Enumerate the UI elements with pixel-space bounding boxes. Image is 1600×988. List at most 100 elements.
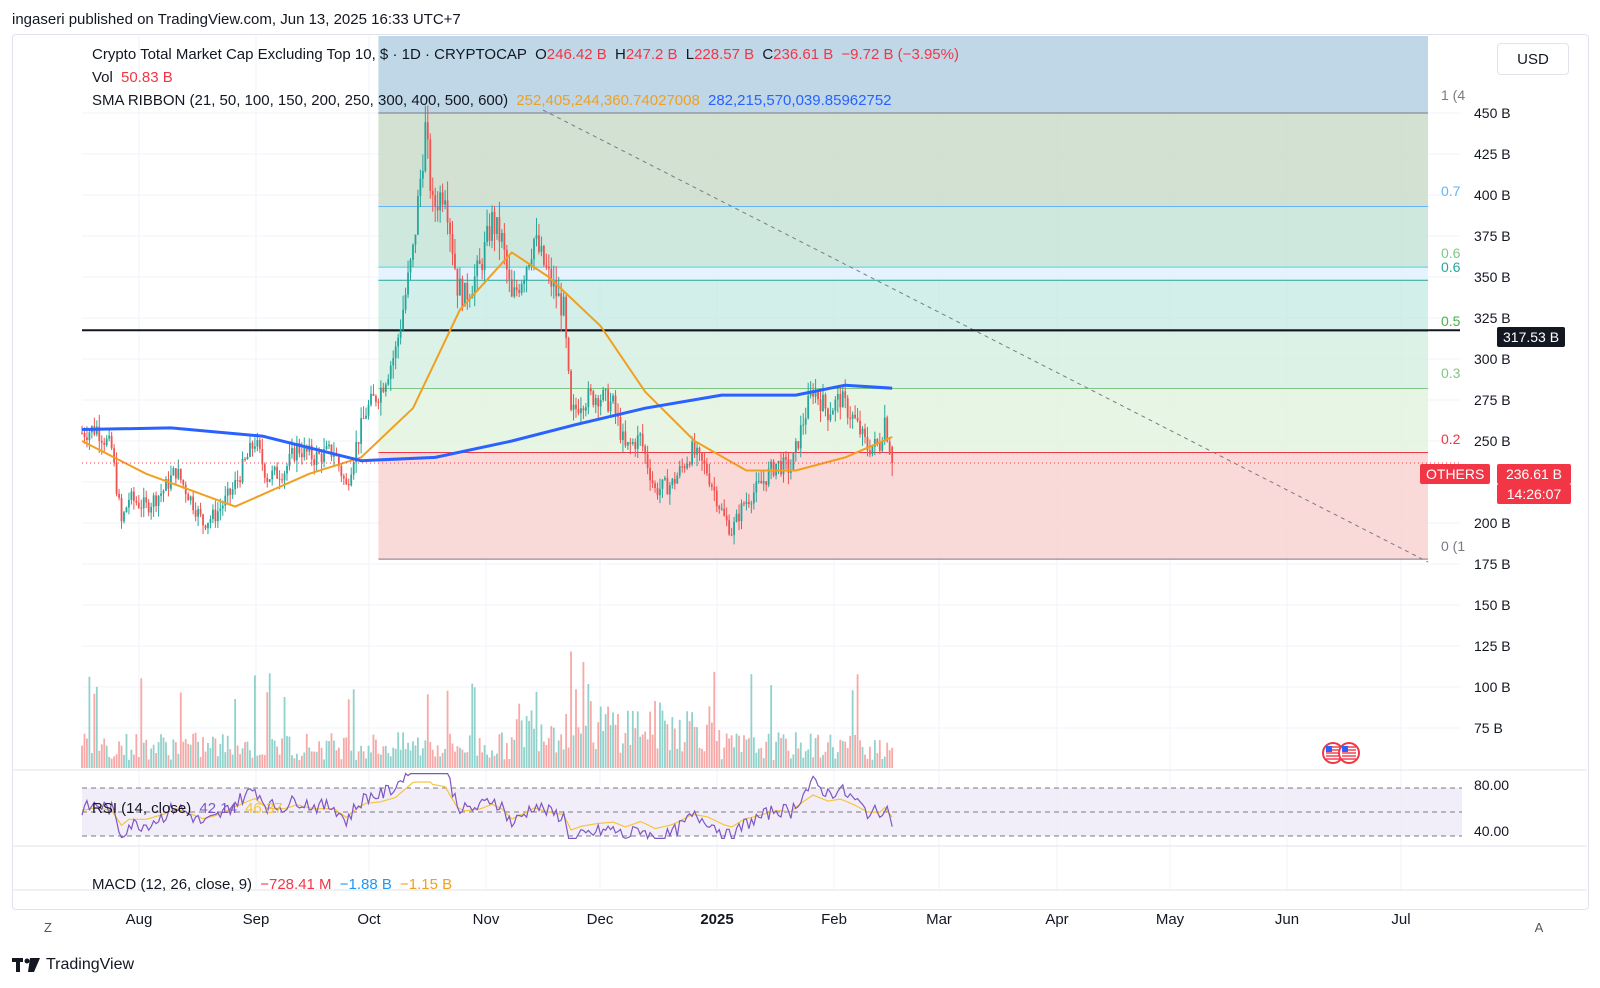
legend-rsi-value-2: 46.37 [245, 800, 283, 817]
candle-body [787, 459, 790, 473]
volume-bar [592, 742, 595, 768]
candle-body [397, 337, 400, 347]
candle-body [426, 122, 429, 140]
volume-bar [421, 748, 424, 768]
volume-bar [520, 720, 523, 768]
candle-body [281, 479, 283, 481]
volume-bar [137, 757, 140, 768]
candle-body [854, 414, 857, 418]
legend-macd-label: MACD (12, 26, close, 9) [92, 876, 253, 893]
candle-body [315, 451, 318, 465]
volume-bar [473, 687, 476, 768]
volume-bar [471, 683, 474, 768]
volume-bar [108, 756, 111, 768]
volume-bar [535, 691, 538, 768]
candle-body [86, 437, 88, 441]
volume-bar [214, 738, 217, 768]
candle-body [323, 449, 325, 463]
volume-bar [202, 737, 204, 768]
volume-bar [584, 725, 587, 768]
volume-bar [599, 706, 602, 768]
candle-body [599, 399, 602, 407]
volume-bar [799, 742, 802, 768]
volume-bar [291, 755, 293, 768]
volume-bar [384, 745, 387, 768]
candle-body [167, 479, 170, 489]
candle-body [229, 488, 232, 495]
currency-button[interactable]: USD [1497, 43, 1569, 75]
volume-bar [607, 706, 610, 768]
legend-volume-row: Vol 50.83 B [92, 69, 177, 86]
candle-body [607, 389, 610, 412]
price-axis-tick: 300 B [1474, 351, 1511, 367]
candle-body [113, 448, 116, 463]
candle-body [748, 501, 750, 505]
legend-high-value: 247.2 B [625, 46, 678, 63]
candle-body [352, 462, 355, 475]
last-price-badge: 236.61 B [1497, 464, 1571, 484]
legend-title-row: Crypto Total Market Cap Excluding Top 10… [92, 46, 963, 63]
candle-body [580, 408, 582, 414]
volume-bar [528, 721, 530, 768]
volume-bar [128, 759, 130, 768]
rsi-axis-tick: 80.00 [1474, 777, 1509, 793]
candle-body [123, 512, 125, 522]
zoom-reset-button[interactable]: Z [44, 919, 52, 935]
candle-body [592, 391, 595, 406]
publisher-line: ingaseri published on TradingView.com, J… [12, 11, 461, 28]
volume-bar [132, 754, 135, 768]
candle-body [414, 234, 417, 245]
candle-body [375, 395, 377, 402]
price-axis-tick: 450 B [1474, 105, 1511, 121]
candle-body [387, 378, 390, 385]
candle-body [886, 417, 889, 442]
volume-bar [785, 738, 787, 768]
fib-label: 0.5 [1441, 313, 1461, 329]
time-axis-tick: Apr [1045, 911, 1068, 928]
volume-bar [851, 690, 854, 768]
candle-body [251, 442, 254, 449]
volume-bar [706, 724, 708, 768]
candle-body [128, 499, 130, 508]
volume-bar [804, 751, 807, 768]
volume-bar [318, 741, 321, 768]
volume-bar [792, 754, 795, 768]
volume-bar [691, 712, 693, 768]
candle-body [550, 268, 553, 287]
candle-body [105, 438, 108, 445]
candle-body [370, 393, 372, 405]
volume-bar [846, 748, 849, 768]
volume-bar [617, 714, 619, 768]
fib-zone [378, 206, 1428, 268]
volume-bar [664, 720, 666, 768]
candle-body [525, 267, 528, 281]
volume-bar [147, 759, 150, 768]
candle-body [752, 492, 755, 504]
candle-body [179, 468, 182, 481]
volume-bar [419, 755, 422, 768]
volume-bar [733, 747, 735, 768]
candle-body [503, 232, 506, 251]
candle-body [562, 296, 565, 316]
volume-bar [478, 738, 481, 768]
auto-scale-button[interactable]: A [1534, 919, 1544, 935]
volume-bar [493, 755, 496, 768]
volume-bar [780, 738, 782, 768]
volume-bar [194, 732, 197, 768]
fib-label: 1 (4 [1441, 87, 1465, 103]
candle-body [340, 465, 343, 477]
candle-body [688, 463, 691, 465]
candle-body [883, 417, 886, 442]
volume-bar [629, 744, 632, 768]
candle-body [743, 503, 745, 505]
candle-body [755, 481, 758, 493]
candle-body [496, 217, 498, 234]
volume-bar [157, 742, 160, 768]
candle-body [864, 428, 866, 437]
candle-body [249, 442, 251, 457]
volume-bar [333, 740, 335, 768]
volume-bar [757, 748, 760, 768]
candle-body [708, 473, 711, 485]
volume-bar [681, 751, 684, 768]
